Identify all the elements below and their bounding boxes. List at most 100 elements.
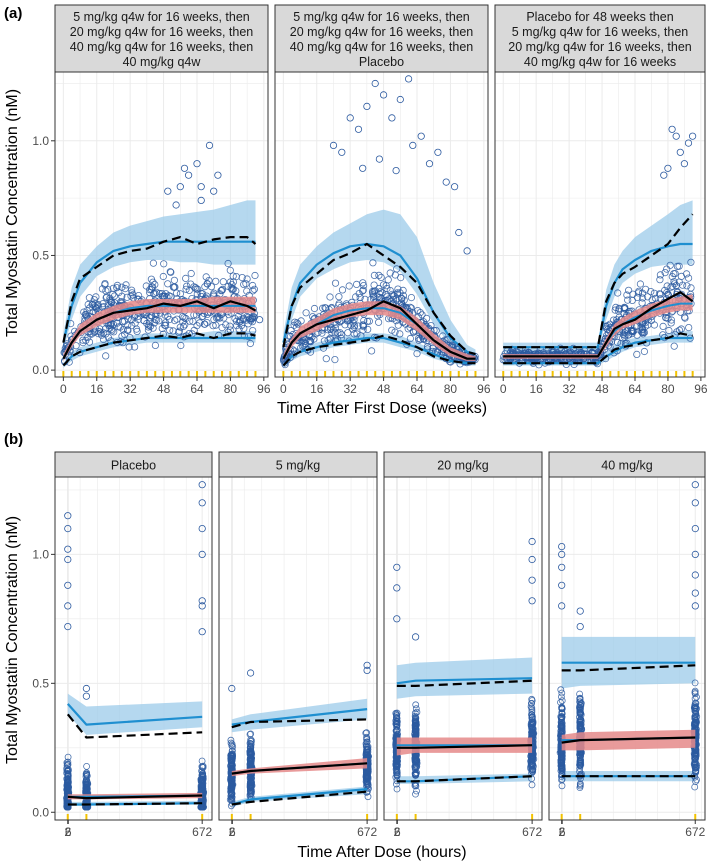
observation-point	[110, 328, 118, 336]
observation-point	[691, 481, 699, 489]
observation-point	[577, 759, 585, 767]
observation-point	[558, 757, 565, 765]
observation-point	[363, 780, 371, 788]
observation-point	[186, 317, 194, 325]
observation-point	[393, 719, 400, 727]
observation-point	[84, 300, 92, 309]
observation-point	[329, 141, 338, 149]
observation-point	[663, 265, 671, 273]
pred-p95-line	[396, 677, 533, 685]
observation-point	[691, 690, 699, 698]
observation-point	[647, 287, 655, 296]
observation-point	[198, 550, 206, 559]
observation-point	[576, 706, 584, 714]
observation-point	[678, 281, 687, 289]
observation-point	[411, 633, 420, 641]
observation-point	[173, 315, 181, 323]
observation-point	[345, 282, 353, 290]
chart-b-xlabel: Time After Dose (hours)	[297, 844, 466, 861]
observation-point	[692, 750, 700, 758]
observation-point	[576, 724, 584, 732]
observation-point	[159, 272, 167, 281]
observation-point	[64, 524, 72, 533]
observation-point	[577, 700, 585, 707]
observation-point	[173, 289, 181, 297]
facet-panel: Placebo 26 672	[54, 451, 213, 839]
observation-point	[455, 228, 463, 237]
observation-point	[99, 335, 108, 344]
observation-point	[576, 768, 583, 775]
observation-point	[619, 334, 627, 342]
obs-p5-line	[396, 775, 533, 783]
observation-point	[133, 327, 141, 335]
observation-point	[322, 355, 330, 363]
observation-point	[203, 280, 212, 288]
observation-point	[528, 704, 536, 712]
observation-point	[683, 282, 691, 290]
obs-median-line	[62, 300, 257, 360]
observation-point	[412, 770, 420, 778]
obs-p95-line	[62, 236, 257, 343]
observation-point	[416, 308, 424, 317]
observation-point	[664, 164, 672, 172]
obs-p95-line	[503, 213, 694, 349]
observation-point	[558, 693, 565, 701]
obs-median-line	[503, 291, 694, 358]
observation-point	[359, 322, 368, 331]
observation-point	[614, 289, 622, 297]
observation-point	[558, 697, 566, 705]
observation-point	[240, 280, 248, 288]
observation-point	[106, 296, 114, 305]
observation-point	[638, 289, 647, 297]
observation-point	[160, 260, 168, 268]
obs-p5-line	[62, 332, 256, 367]
facet-panel: 5 mg/kg 26 672	[218, 451, 378, 839]
observation-point	[386, 269, 394, 277]
observation-point	[691, 499, 699, 507]
observation-point	[336, 329, 344, 337]
observation-point	[64, 512, 72, 520]
x-tick-label: 64	[628, 382, 642, 396]
chart-a-ylabel: Total Myostatin Concentration (nM)	[4, 89, 21, 337]
observation-point	[691, 751, 699, 759]
observation-point	[463, 247, 471, 255]
observation-point	[576, 607, 584, 615]
observation-point	[558, 550, 566, 559]
observation-point	[670, 270, 678, 278]
observation-point	[199, 797, 206, 804]
observation-point	[359, 164, 367, 172]
x-tick-label: 0	[500, 382, 507, 396]
observation-point	[337, 331, 346, 339]
obs-median-line	[67, 794, 203, 800]
observation-point	[442, 178, 450, 186]
obs-p95-line	[231, 718, 368, 729]
observation-point	[64, 622, 72, 631]
observation-point	[412, 729, 420, 737]
observation-point	[558, 704, 565, 711]
observation-point	[624, 296, 632, 304]
observation-point	[250, 285, 258, 293]
observation-point	[691, 679, 699, 687]
x-tick-label: 64	[410, 382, 424, 396]
observation-point	[118, 283, 126, 291]
observation-point	[244, 332, 252, 341]
observation-point	[613, 338, 622, 347]
obs-median-line	[561, 736, 696, 744]
observation-point	[413, 787, 420, 795]
observation-point	[393, 563, 401, 571]
observation-point	[370, 271, 378, 279]
x-tick-label: 96	[477, 382, 491, 396]
facet-title: 5 mg/kg q4w for 16 weeks, then	[293, 10, 470, 24]
observation-point	[226, 322, 234, 330]
observation-point	[246, 339, 254, 348]
observation-point	[670, 342, 678, 350]
panel-border	[54, 71, 269, 378]
observation-point	[82, 782, 90, 789]
observation-point	[228, 789, 236, 797]
facet-strip	[548, 451, 706, 478]
observation-point	[63, 782, 71, 789]
observation-point	[64, 770, 72, 778]
observation-point	[180, 164, 189, 172]
observation-point	[82, 778, 89, 786]
observation-point	[363, 317, 371, 325]
